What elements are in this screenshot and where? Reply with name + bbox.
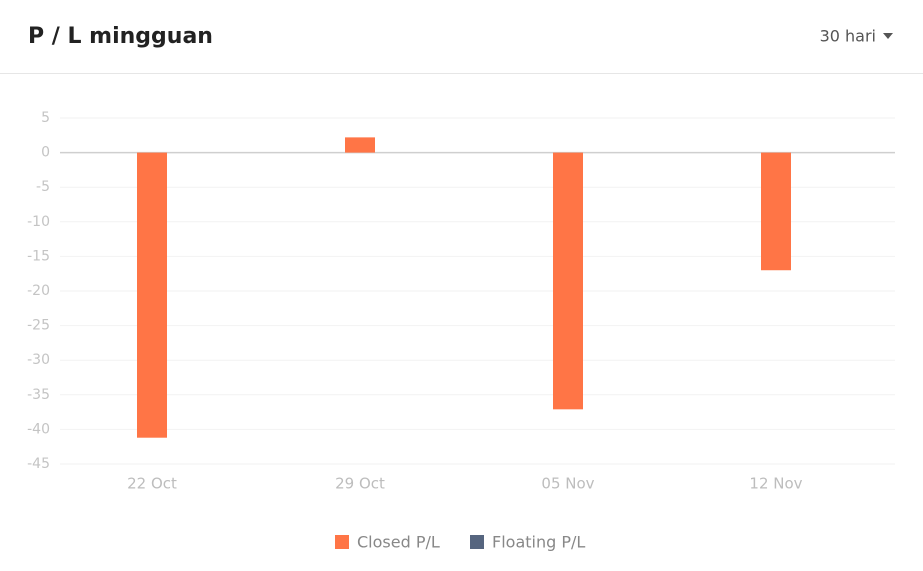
legend-label: Floating P/L	[492, 533, 585, 552]
y-tick-label: -40	[27, 421, 50, 437]
bar	[761, 152, 791, 271]
y-tick-label: -25	[27, 318, 50, 334]
y-tick-label: -10	[27, 214, 50, 230]
y-tick-label: -5	[36, 179, 50, 195]
y-tick-label: 5	[41, 110, 50, 126]
y-tick-label: -35	[27, 387, 50, 403]
bar	[137, 152, 167, 438]
x-tick-label: 12 Nov	[749, 475, 802, 493]
dropdown-caret[interactable]	[883, 33, 893, 39]
y-tick-label: -15	[27, 248, 50, 264]
bar	[345, 137, 375, 153]
legend-swatch	[335, 535, 349, 549]
x-tick-label: 29 Oct	[335, 475, 385, 493]
legend-swatch	[470, 535, 484, 549]
y-tick-label: -30	[27, 352, 50, 368]
bar	[553, 152, 583, 410]
widget-title: P / L mingguan	[28, 24, 213, 49]
period-select[interactable]: 30 hari	[820, 27, 876, 46]
x-tick-label: 22 Oct	[127, 475, 177, 493]
x-tick-label: 05 Nov	[541, 475, 594, 493]
y-tick-label: -45	[27, 456, 50, 472]
legend-label: Closed P/L	[357, 533, 440, 552]
y-tick-label: 0	[41, 145, 50, 161]
y-tick-label: -20	[27, 283, 50, 299]
